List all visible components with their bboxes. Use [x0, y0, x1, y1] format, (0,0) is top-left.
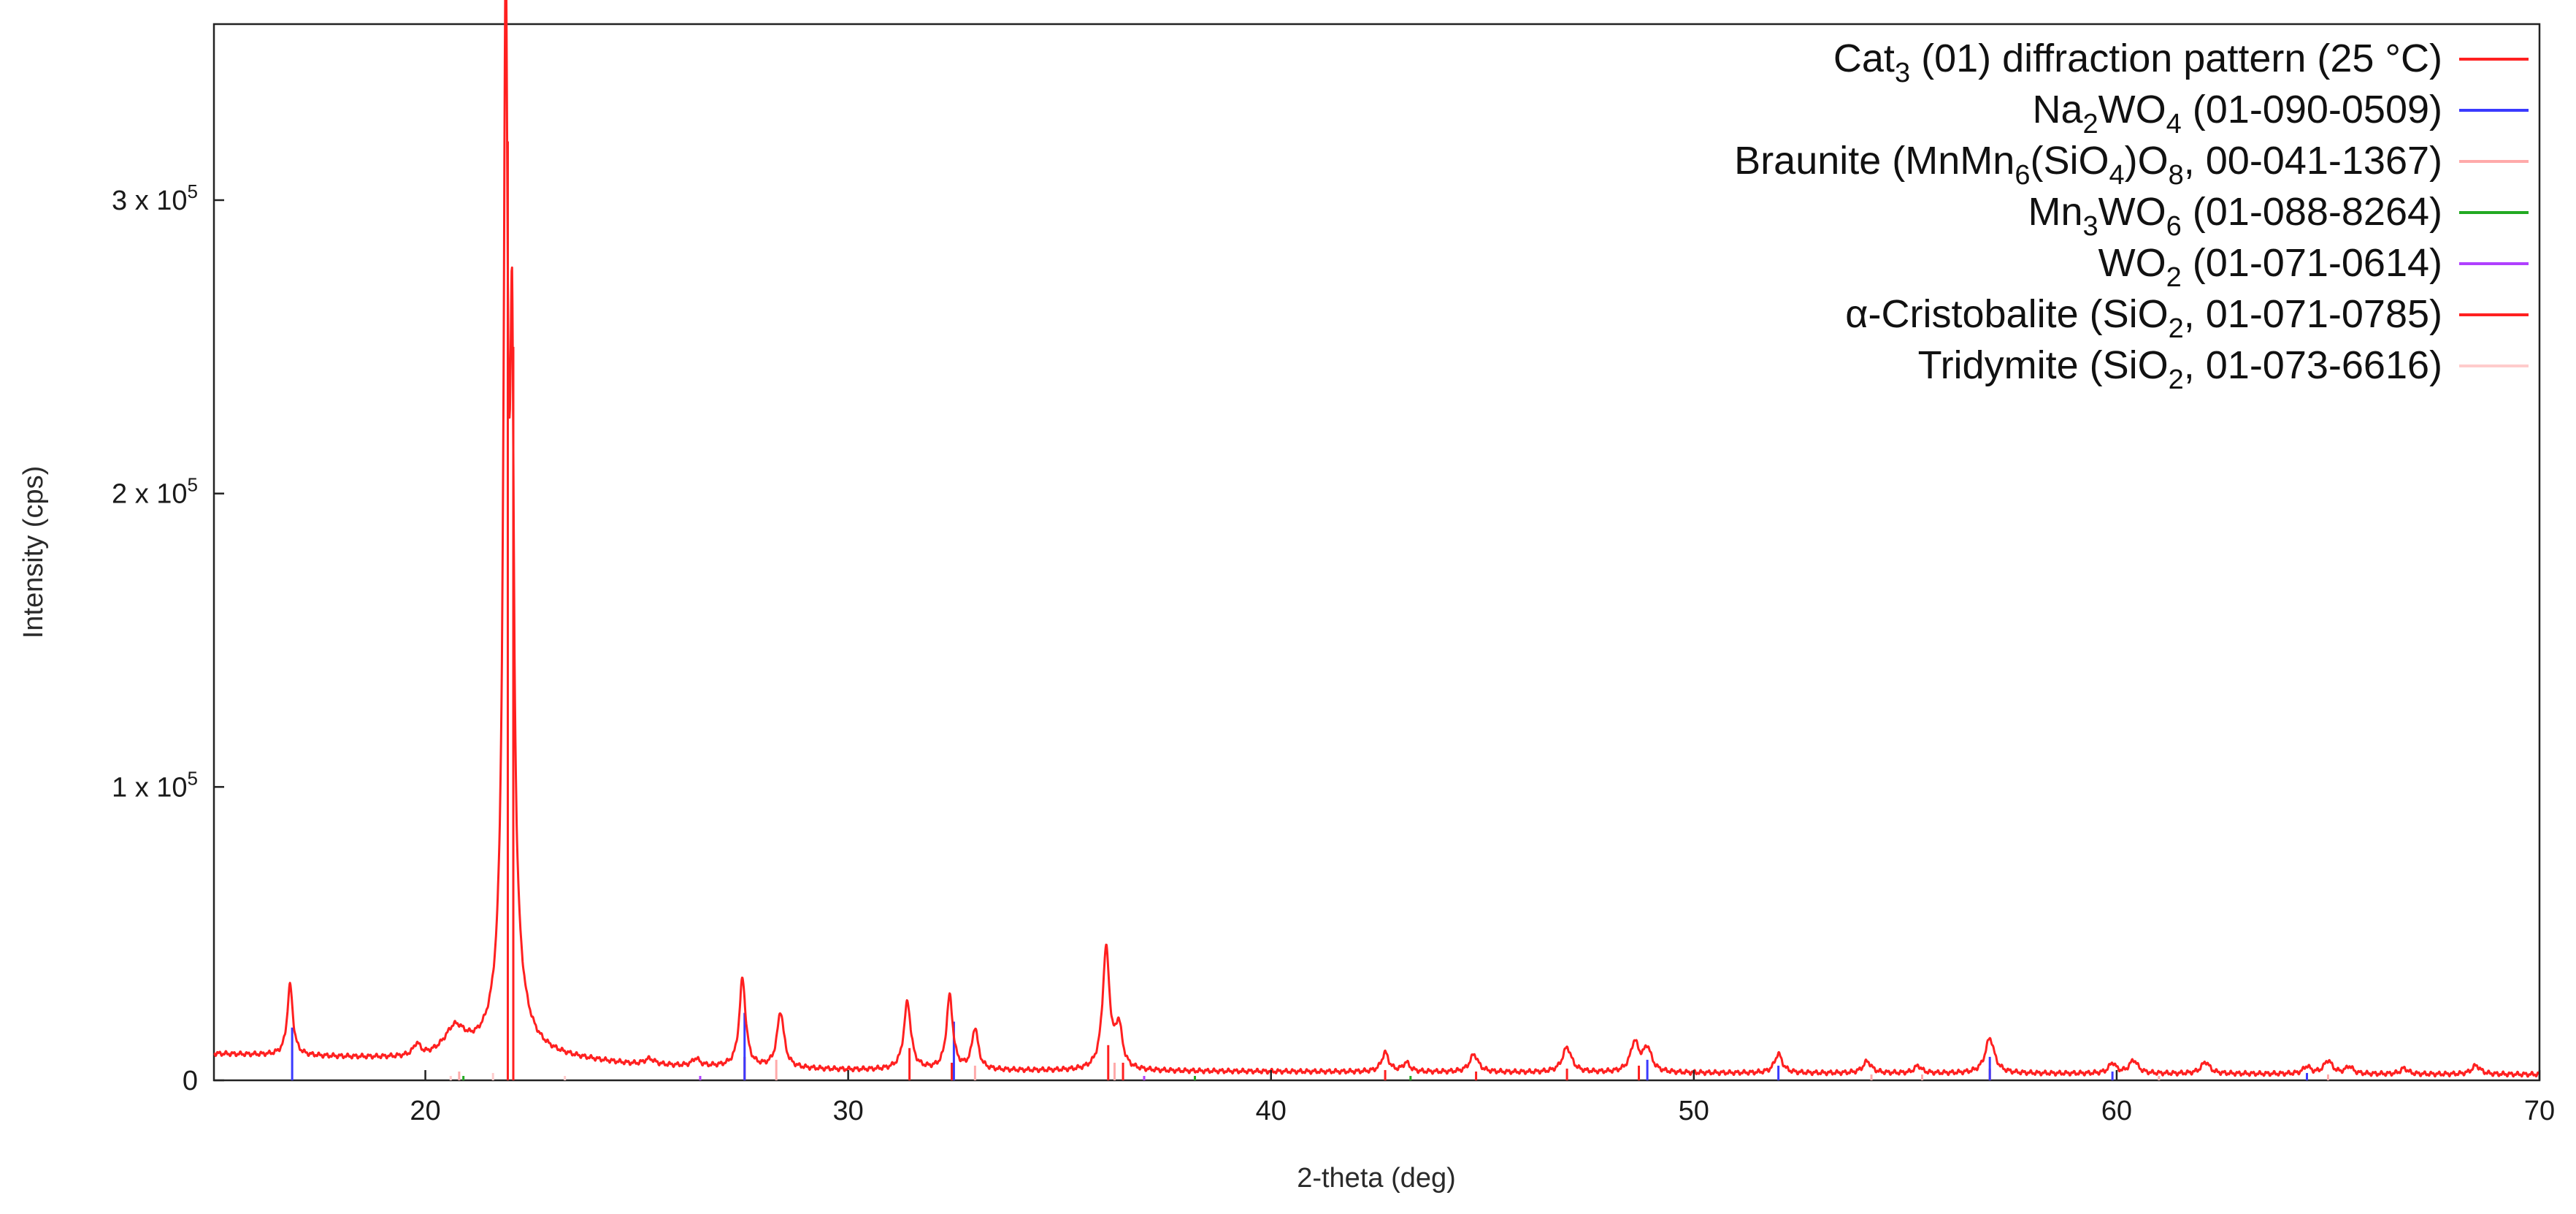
- x-tick-label: 50: [1679, 1096, 1709, 1126]
- diffraction-pattern-line: [213, 0, 2540, 1078]
- legend-text-part: (01) diffraction pattern (25 °C): [1910, 37, 2442, 80]
- y-tick-label: 0: [183, 1066, 198, 1096]
- x-tick-label: 40: [1256, 1096, 1287, 1126]
- legend-label: α-Cristobalite (SiO2, 01-071-0785): [1845, 292, 2442, 344]
- y-tick-label: 3 x 105: [112, 180, 198, 216]
- reference-stick-set: [462, 1075, 1412, 1080]
- legend-text-part: Tridymite (SiO: [1918, 343, 2169, 387]
- legend-text-part: Na: [2032, 88, 2083, 131]
- legend-label: Cat3 (01) diffraction pattern (25 °C): [1833, 37, 2442, 88]
- diffraction-pattern-layer: [213, 0, 2540, 1078]
- x-axis-title: 2-theta (deg): [1297, 1163, 1456, 1194]
- y-tick-label: 2 x 105: [112, 474, 198, 510]
- legend-text-part: (01-090-0509): [2182, 88, 2442, 131]
- legend-text-part: (01-088-8264): [2182, 190, 2442, 234]
- legend: Cat3 (01) diffraction pattern (25 °C)Na2…: [1734, 37, 2529, 395]
- legend-label: Tridymite (SiO2, 01-073-6616): [1918, 343, 2442, 395]
- legend-entry: WO2 (01-071-0614): [2098, 241, 2529, 293]
- y-tick-label: 1 x 105: [112, 767, 198, 803]
- legend-text-part: , 00-041-1367): [2184, 139, 2442, 183]
- y-axis-title: Intensity (cps): [18, 466, 49, 639]
- reference-stick-set: [506, 141, 1991, 1080]
- legend-entry: Braunite (MnMn6(SiO4)O8, 00-041-1367): [1734, 139, 2529, 191]
- legend-text-part: α-Cristobalite (SiO: [1845, 292, 2168, 336]
- legend-text-part: (01-071-0614): [2182, 241, 2442, 285]
- x-tick-label: 60: [2101, 1096, 2132, 1126]
- legend-label: Mn3WO6 (01-088-8264): [2028, 190, 2442, 242]
- y-tick-base: 3 x 10: [112, 186, 188, 216]
- legend-subscript: 2: [2083, 109, 2098, 140]
- legend-subscript: 8: [2169, 160, 2184, 191]
- y-tick-exponent: 5: [188, 474, 198, 496]
- reference-sticks: [291, 141, 2329, 1080]
- legend-entry: Mn3WO6 (01-088-8264): [2028, 190, 2529, 242]
- legend-text-part: WO: [2098, 190, 2166, 234]
- legend-subscript: 2: [2169, 364, 2184, 395]
- legend-text-part: Braunite (MnMn: [1734, 139, 2015, 183]
- x-axis-ticks: 20 30 40 50 60 70: [410, 1070, 2555, 1126]
- legend-text-part: (SiO: [2030, 139, 2109, 183]
- reference-stick-set: [699, 1075, 1146, 1080]
- legend-subscript: 6: [2015, 160, 2030, 191]
- reference-stick-set: [458, 1059, 2329, 1080]
- legend-text-part: Mn: [2028, 190, 2082, 234]
- legend-text-part: WO: [2098, 88, 2166, 131]
- y-tick-exponent: 5: [188, 767, 198, 789]
- legend-subscript: 3: [2083, 211, 2098, 242]
- legend-subscript: 4: [2109, 160, 2124, 191]
- legend-subscript: 6: [2166, 211, 2182, 242]
- legend-subscript: 4: [2166, 109, 2182, 140]
- legend-entry: Na2WO4 (01-090-0509): [2032, 88, 2529, 140]
- reference-stick-set: [449, 1072, 567, 1080]
- legend-text-part: , 01-073-6616): [2184, 343, 2442, 387]
- legend-text-part: , 01-071-0785): [2184, 292, 2442, 336]
- legend-label: Na2WO4 (01-090-0509): [2032, 88, 2442, 140]
- legend-text-part: Cat: [1833, 37, 1895, 80]
- x-tick-label: 20: [410, 1096, 440, 1126]
- y-tick-base: 1 x 10: [112, 772, 188, 803]
- legend-entry: Tridymite (SiO2, 01-073-6616): [1918, 343, 2529, 395]
- y-tick-base: 2 x 10: [112, 479, 188, 510]
- legend-subscript: 3: [1895, 58, 1910, 88]
- legend-entry: α-Cristobalite (SiO2, 01-071-0785): [1845, 292, 2529, 344]
- legend-entry: Cat3 (01) diffraction pattern (25 °C): [1833, 37, 2529, 88]
- legend-text-part: )O: [2125, 139, 2169, 183]
- x-tick-label: 30: [832, 1096, 863, 1126]
- legend-subscript: 2: [2166, 262, 2182, 293]
- plot-frame: [212, 23, 2541, 1082]
- legend-text-part: WO: [2098, 241, 2166, 285]
- x-tick-label: 70: [2524, 1096, 2555, 1126]
- legend-subscript: 2: [2169, 313, 2184, 344]
- y-tick-exponent: 5: [188, 180, 198, 202]
- legend-label: Braunite (MnMn6(SiO4)O8, 00-041-1367): [1734, 139, 2442, 191]
- legend-label: WO2 (01-071-0614): [2098, 241, 2442, 293]
